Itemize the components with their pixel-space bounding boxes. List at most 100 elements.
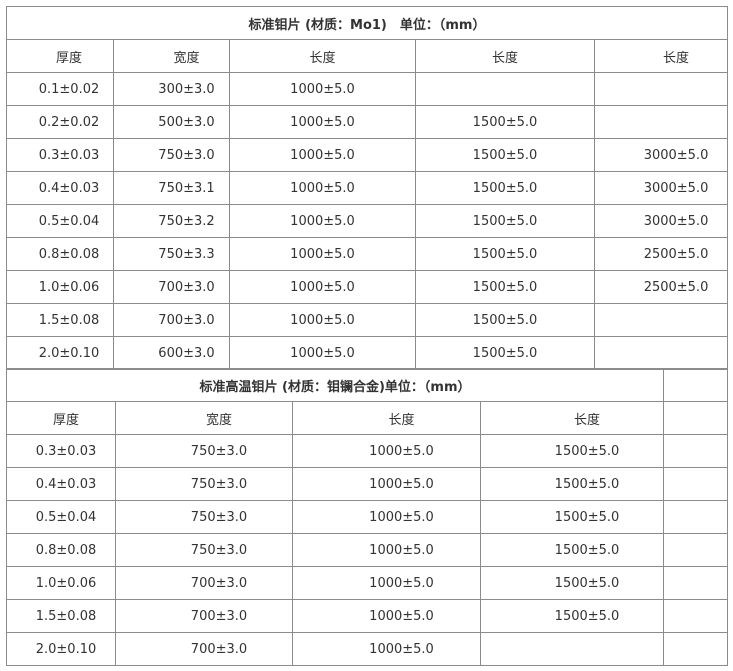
standard-molybdenum-sheet-table: 标准钼片 (材质：Mo1) 单位：（mm） 厚度 宽度 长度 长度 长度 0.1±0.02… (5, 6, 729, 370)
table-cell: 0.5±0.04 (6, 500, 116, 534)
table-cell (593, 105, 729, 139)
table-cell: 0.4±0.03 (6, 467, 116, 501)
table-cell: 0.5±0.04 (6, 204, 114, 238)
table-title: 标准钼片 (材质：Mo1) 单位：（mm） (5, 6, 729, 40)
table-cell: 0.8±0.08 (6, 237, 114, 271)
table-row: 2.0±0.10 700±3.0 1000±5.0 (6, 632, 729, 666)
empty-cell (663, 467, 729, 501)
table-row: 0.8±0.08 750±3.0 1000±5.0 1500±5.0 (6, 533, 729, 567)
table-cell: 1500±5.0 (415, 336, 595, 370)
table-title-row: 标准钼片 (材质：Mo1) 单位：（mm） (5, 6, 729, 40)
table-cell: 2500±5.0 (593, 237, 729, 271)
table-cell: 1500±5.0 (415, 171, 595, 205)
table-row: 1.5±0.08 700±3.0 1000±5.0 1500±5.0 (6, 599, 729, 633)
empty-cell (663, 533, 729, 567)
table-cell: 300±3.0 (113, 72, 230, 106)
table-cell (593, 72, 729, 106)
table-cell: 1000±5.0 (229, 171, 416, 205)
table-cell: 750±3.3 (113, 237, 230, 271)
table-cell: 1000±5.0 (229, 138, 416, 172)
table-row: 0.4±0.03 750±3.1 1000±5.0 1500±5.0 3000±5.0 (6, 171, 729, 205)
column-header: 长度 (229, 39, 416, 73)
table-cell: 1500±5.0 (415, 237, 595, 271)
table-cell: 1000±5.0 (229, 270, 416, 304)
table-cell: 0.4±0.03 (6, 171, 114, 205)
table-cell: 0.2±0.02 (6, 105, 114, 139)
empty-cell (663, 566, 729, 600)
table-cell: 1000±5.0 (229, 204, 416, 238)
header-row: 厚度 宽度 长度 长度 (6, 401, 729, 435)
table-cell: 1.0±0.06 (6, 270, 114, 304)
table-cell: 1500±5.0 (415, 270, 595, 304)
table-cell: 1.5±0.08 (6, 599, 116, 633)
table-row: 0.2±0.02 500±3.0 1000±5.0 1500±5.0 (6, 105, 729, 139)
table-row: 2.0±0.10 600±3.0 1000±5.0 1500±5.0 (6, 336, 729, 370)
table-row: 1.0±0.06 700±3.0 1000±5.0 1500±5.0 2500±5.0 (6, 270, 729, 304)
table-cell: 1000±5.0 (292, 500, 481, 534)
table-cell: 1000±5.0 (229, 237, 416, 271)
table-cell: 1500±5.0 (415, 138, 595, 172)
high-temp-molybdenum-sheet-table: 标准高温钼片 (材质：钼镧合金)单位：（mm） 厚度 宽度 长度 长度 0.3±0.03… (5, 368, 729, 666)
table-cell: 0.8±0.08 (6, 533, 116, 567)
table-row: 1.5±0.08 700±3.0 1000±5.0 1500±5.0 (6, 303, 729, 337)
table-cell: 3000±5.0 (593, 171, 729, 205)
table-cell (479, 632, 665, 666)
table-cell: 750±3.0 (115, 500, 293, 534)
table-cell: 1000±5.0 (292, 434, 481, 468)
table-cell: 750±3.0 (115, 533, 293, 567)
table-cell: 2.0±0.10 (6, 632, 116, 666)
table-cell: 1000±5.0 (229, 105, 416, 139)
table-cell: 0.1±0.02 (6, 72, 114, 106)
table-cell: 750±3.0 (115, 467, 293, 501)
table-cell: 1500±5.0 (479, 599, 665, 633)
table-cell: 1500±5.0 (415, 303, 595, 337)
table-cell: 500±3.0 (113, 105, 230, 139)
empty-cell (663, 434, 729, 468)
column-header: 长度 (593, 39, 729, 73)
table-cell: 1500±5.0 (415, 105, 595, 139)
table-cell: 1500±5.0 (479, 500, 665, 534)
column-header: 长度 (292, 401, 481, 435)
column-header: 宽度 (115, 401, 293, 435)
table-cell: 1500±5.0 (479, 467, 665, 501)
table-cell: 750±3.2 (113, 204, 230, 238)
header-row: 厚度 宽度 长度 长度 长度 (6, 39, 729, 73)
table-cell: 3000±5.0 (593, 204, 729, 238)
table-cell: 3000±5.0 (593, 138, 729, 172)
column-header: 厚度 (6, 39, 114, 73)
table-cell: 700±3.0 (113, 303, 230, 337)
table-cell: 0.3±0.03 (6, 138, 114, 172)
table-row: 0.1±0.02 300±3.0 1000±5.0 (6, 72, 729, 106)
table-cell: 1500±5.0 (415, 204, 595, 238)
table-cell: 1000±5.0 (229, 303, 416, 337)
table-cell: 1.5±0.08 (6, 303, 114, 337)
table-title-row: 标准高温钼片 (材质：钼镧合金)单位：（mm） (5, 368, 729, 402)
table-cell (593, 336, 729, 370)
table-row: 0.5±0.04 750±3.0 1000±5.0 1500±5.0 (6, 500, 729, 534)
table-cell: 1500±5.0 (479, 533, 665, 567)
empty-cell (663, 401, 729, 435)
table-cell (415, 72, 595, 106)
empty-cell (663, 599, 729, 633)
table-cell: 1000±5.0 (292, 533, 481, 567)
table-cell: 750±3.0 (113, 138, 230, 172)
table-row: 1.0±0.06 700±3.0 1000±5.0 1500±5.0 (6, 566, 729, 600)
table-cell: 1000±5.0 (292, 566, 481, 600)
table-cell: 750±3.1 (113, 171, 230, 205)
column-header: 厚度 (6, 401, 116, 435)
table-cell: 700±3.0 (115, 599, 293, 633)
empty-cell (663, 368, 729, 402)
column-header: 宽度 (113, 39, 230, 73)
table-row: 0.3±0.03 750±3.0 1000±5.0 1500±5.0 (6, 434, 729, 468)
table-title: 标准高温钼片 (材质：钼镧合金)单位：（mm） (5, 368, 665, 402)
table-cell: 1000±5.0 (292, 632, 481, 666)
empty-cell (663, 632, 729, 666)
column-header: 长度 (479, 401, 665, 435)
table-cell (593, 303, 729, 337)
table-cell: 2500±5.0 (593, 270, 729, 304)
column-header: 长度 (415, 39, 595, 73)
table-cell: 2.0±0.10 (6, 336, 114, 370)
table-row: 0.5±0.04 750±3.2 1000±5.0 1500±5.0 3000±5.0 (6, 204, 729, 238)
table-cell: 1.0±0.06 (6, 566, 116, 600)
table-cell: 700±3.0 (113, 270, 230, 304)
